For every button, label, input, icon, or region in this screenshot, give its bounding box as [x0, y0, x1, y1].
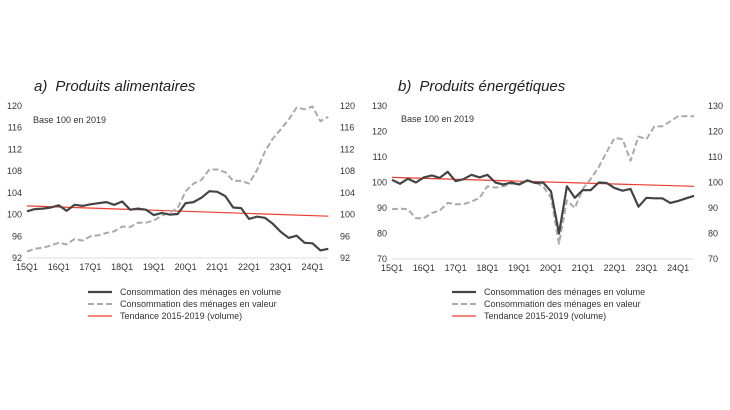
- legend-item-valeur-a: Consommation des ménages en valeur: [88, 298, 281, 310]
- series-line-volume-a: [26, 190, 329, 252]
- y-tick-left-b-100: 100: [372, 178, 387, 188]
- legend-swatch-volume-b: [452, 290, 476, 294]
- legend-b: Consommation des ménages en volume Conso…: [452, 286, 645, 322]
- chart-letter-b: b): [398, 78, 412, 95]
- y-tick-right-a-116: 116: [340, 123, 354, 133]
- series-line-tendance-a: [26, 205, 329, 217]
- x-tick-a-16Q1: 16Q1: [48, 262, 70, 272]
- chart-svg-a: Base 100 en 2019 92 96 100 104 108 112 116 120 92…: [7, 101, 355, 272]
- x-tick-a-21Q1: 21Q1: [206, 262, 228, 272]
- x-tick-a-23Q1: 23Q1: [270, 262, 292, 272]
- legend-item-tendance-a: Tendance 2015-2019 (volume): [88, 310, 281, 322]
- chart-panel-b: b) Produits énergétiques Base 100 en 2019…: [365, 0, 730, 410]
- y-tick-right-b-80: 80: [708, 229, 718, 239]
- x-tick-b-18Q1: 18Q1: [476, 263, 498, 273]
- legend-label-volume-b: Consommation des ménages en volume: [484, 287, 646, 297]
- x-tick-b-17Q1: 17Q1: [445, 263, 467, 273]
- x-tick-b-19Q1: 19Q1: [508, 263, 530, 273]
- x-tick-a-18Q1: 18Q1: [111, 262, 133, 272]
- series-line-volume-b: [391, 170, 695, 235]
- chart-title-text-b: Produits énergétiques: [419, 78, 566, 95]
- y-tick-left-a-116: 116: [8, 123, 22, 133]
- y-tick-right-b-90: 90: [708, 203, 718, 213]
- x-tick-b-15Q1: 15Q1: [381, 263, 403, 273]
- x-tick-a-17Q1: 17Q1: [79, 262, 101, 272]
- y-tick-left-a-96: 96: [12, 231, 22, 241]
- legend-item-valeur-b: Consommation des ménages en valeur: [452, 298, 645, 310]
- legend-a: Consommation des ménages en volume Conso…: [88, 286, 281, 322]
- y-tick-right-b-130: 130: [708, 101, 723, 111]
- x-tick-a-15Q1: 15Q1: [16, 262, 38, 272]
- y-tick-left-b-70: 70: [377, 254, 387, 264]
- x-tick-b-22Q1: 22Q1: [604, 263, 626, 273]
- chart-title-a: a) Produits alimentaires: [34, 78, 195, 95]
- legend-label-volume-a: Consommation des ménages en volume: [120, 287, 282, 297]
- chart-title-b: b) Produits énergétiques: [398, 78, 565, 95]
- y-tick-left-b-110: 110: [373, 152, 387, 162]
- series-line-valeur-a: [26, 105, 329, 253]
- chart-panel-a: a) Produits alimentaires Base 100 en 2019…: [7, 78, 355, 322]
- legend-swatch-volume-a: [88, 290, 112, 294]
- x-tick-b-23Q1: 23Q1: [635, 263, 657, 273]
- x-tick-a-24Q1: 24Q1: [301, 262, 323, 272]
- y-tick-left-a-100: 100: [7, 210, 22, 220]
- y-tick-right-a-96: 96: [340, 231, 350, 241]
- y-tick-left-a-104: 104: [7, 188, 22, 198]
- legend-item-tendance-b: Tendance 2015-2019 (volume): [452, 310, 645, 322]
- y-tick-left-b-130: 130: [372, 101, 387, 111]
- x-tick-a-19Q1: 19Q1: [143, 262, 165, 272]
- y-tick-left-b-80: 80: [377, 229, 387, 239]
- x-tick-b-21Q1: 21Q1: [572, 263, 594, 273]
- y-tick-right-a-120: 120: [340, 101, 355, 111]
- y-tick-right-b-70: 70: [708, 254, 718, 264]
- legend-label-tendance-b: Tendance 2015-2019 (volume): [484, 311, 607, 321]
- y-tick-right-b-110: 110: [708, 152, 722, 162]
- y-tick-left-a-112: 112: [8, 144, 22, 154]
- y-tick-right-a-112: 112: [340, 144, 354, 154]
- series-line-valeur-b: [391, 115, 695, 245]
- chart-title-text-a: Produits alimentaires: [55, 78, 196, 95]
- y-tick-right-a-92: 92: [340, 253, 350, 263]
- legend-item-volume-a: Consommation des ménages en volume: [88, 286, 281, 298]
- y-tick-right-a-108: 108: [340, 166, 355, 176]
- legend-label-valeur-a: Consommation des ménages en valeur: [120, 299, 277, 309]
- y-tick-left-b-90: 90: [377, 203, 387, 213]
- legend-label-tendance-a: Tendance 2015-2019 (volume): [120, 311, 243, 321]
- legend-swatch-tendance-a: [88, 315, 112, 317]
- y-tick-right-b-120: 120: [708, 127, 723, 137]
- y-tick-left-b-120: 120: [372, 127, 387, 137]
- chart-letter-a: a): [34, 78, 48, 95]
- y-tick-right-a-104: 104: [340, 188, 355, 198]
- chart-annotation-a: Base 100 en 2019: [33, 115, 106, 125]
- legend-label-valeur-b: Consommation des ménages en valeur: [484, 299, 641, 309]
- chart-svg-b: Base 100 en 2019 70 80 90 100 110 120 130 70 80 90…: [372, 101, 723, 273]
- y-tick-right-b-100: 100: [708, 178, 723, 188]
- x-tick-b-24Q1: 24Q1: [667, 263, 689, 273]
- chart-annotation-b: Base 100 en 2019: [401, 114, 474, 124]
- x-tick-a-22Q1: 22Q1: [238, 262, 260, 272]
- y-tick-left-a-92: 92: [12, 253, 22, 263]
- x-tick-b-16Q1: 16Q1: [413, 263, 435, 273]
- y-tick-right-a-100: 100: [340, 210, 355, 220]
- x-tick-a-20Q1: 20Q1: [175, 262, 197, 272]
- y-tick-left-a-108: 108: [7, 166, 22, 176]
- legend-item-volume-b: Consommation des ménages en volume: [452, 286, 645, 298]
- legend-swatch-valeur-a: [88, 303, 112, 305]
- y-tick-left-a-120: 120: [7, 101, 22, 111]
- legend-swatch-tendance-b: [452, 315, 476, 317]
- legend-swatch-valeur-b: [452, 303, 476, 305]
- x-tick-b-20Q1: 20Q1: [540, 263, 562, 273]
